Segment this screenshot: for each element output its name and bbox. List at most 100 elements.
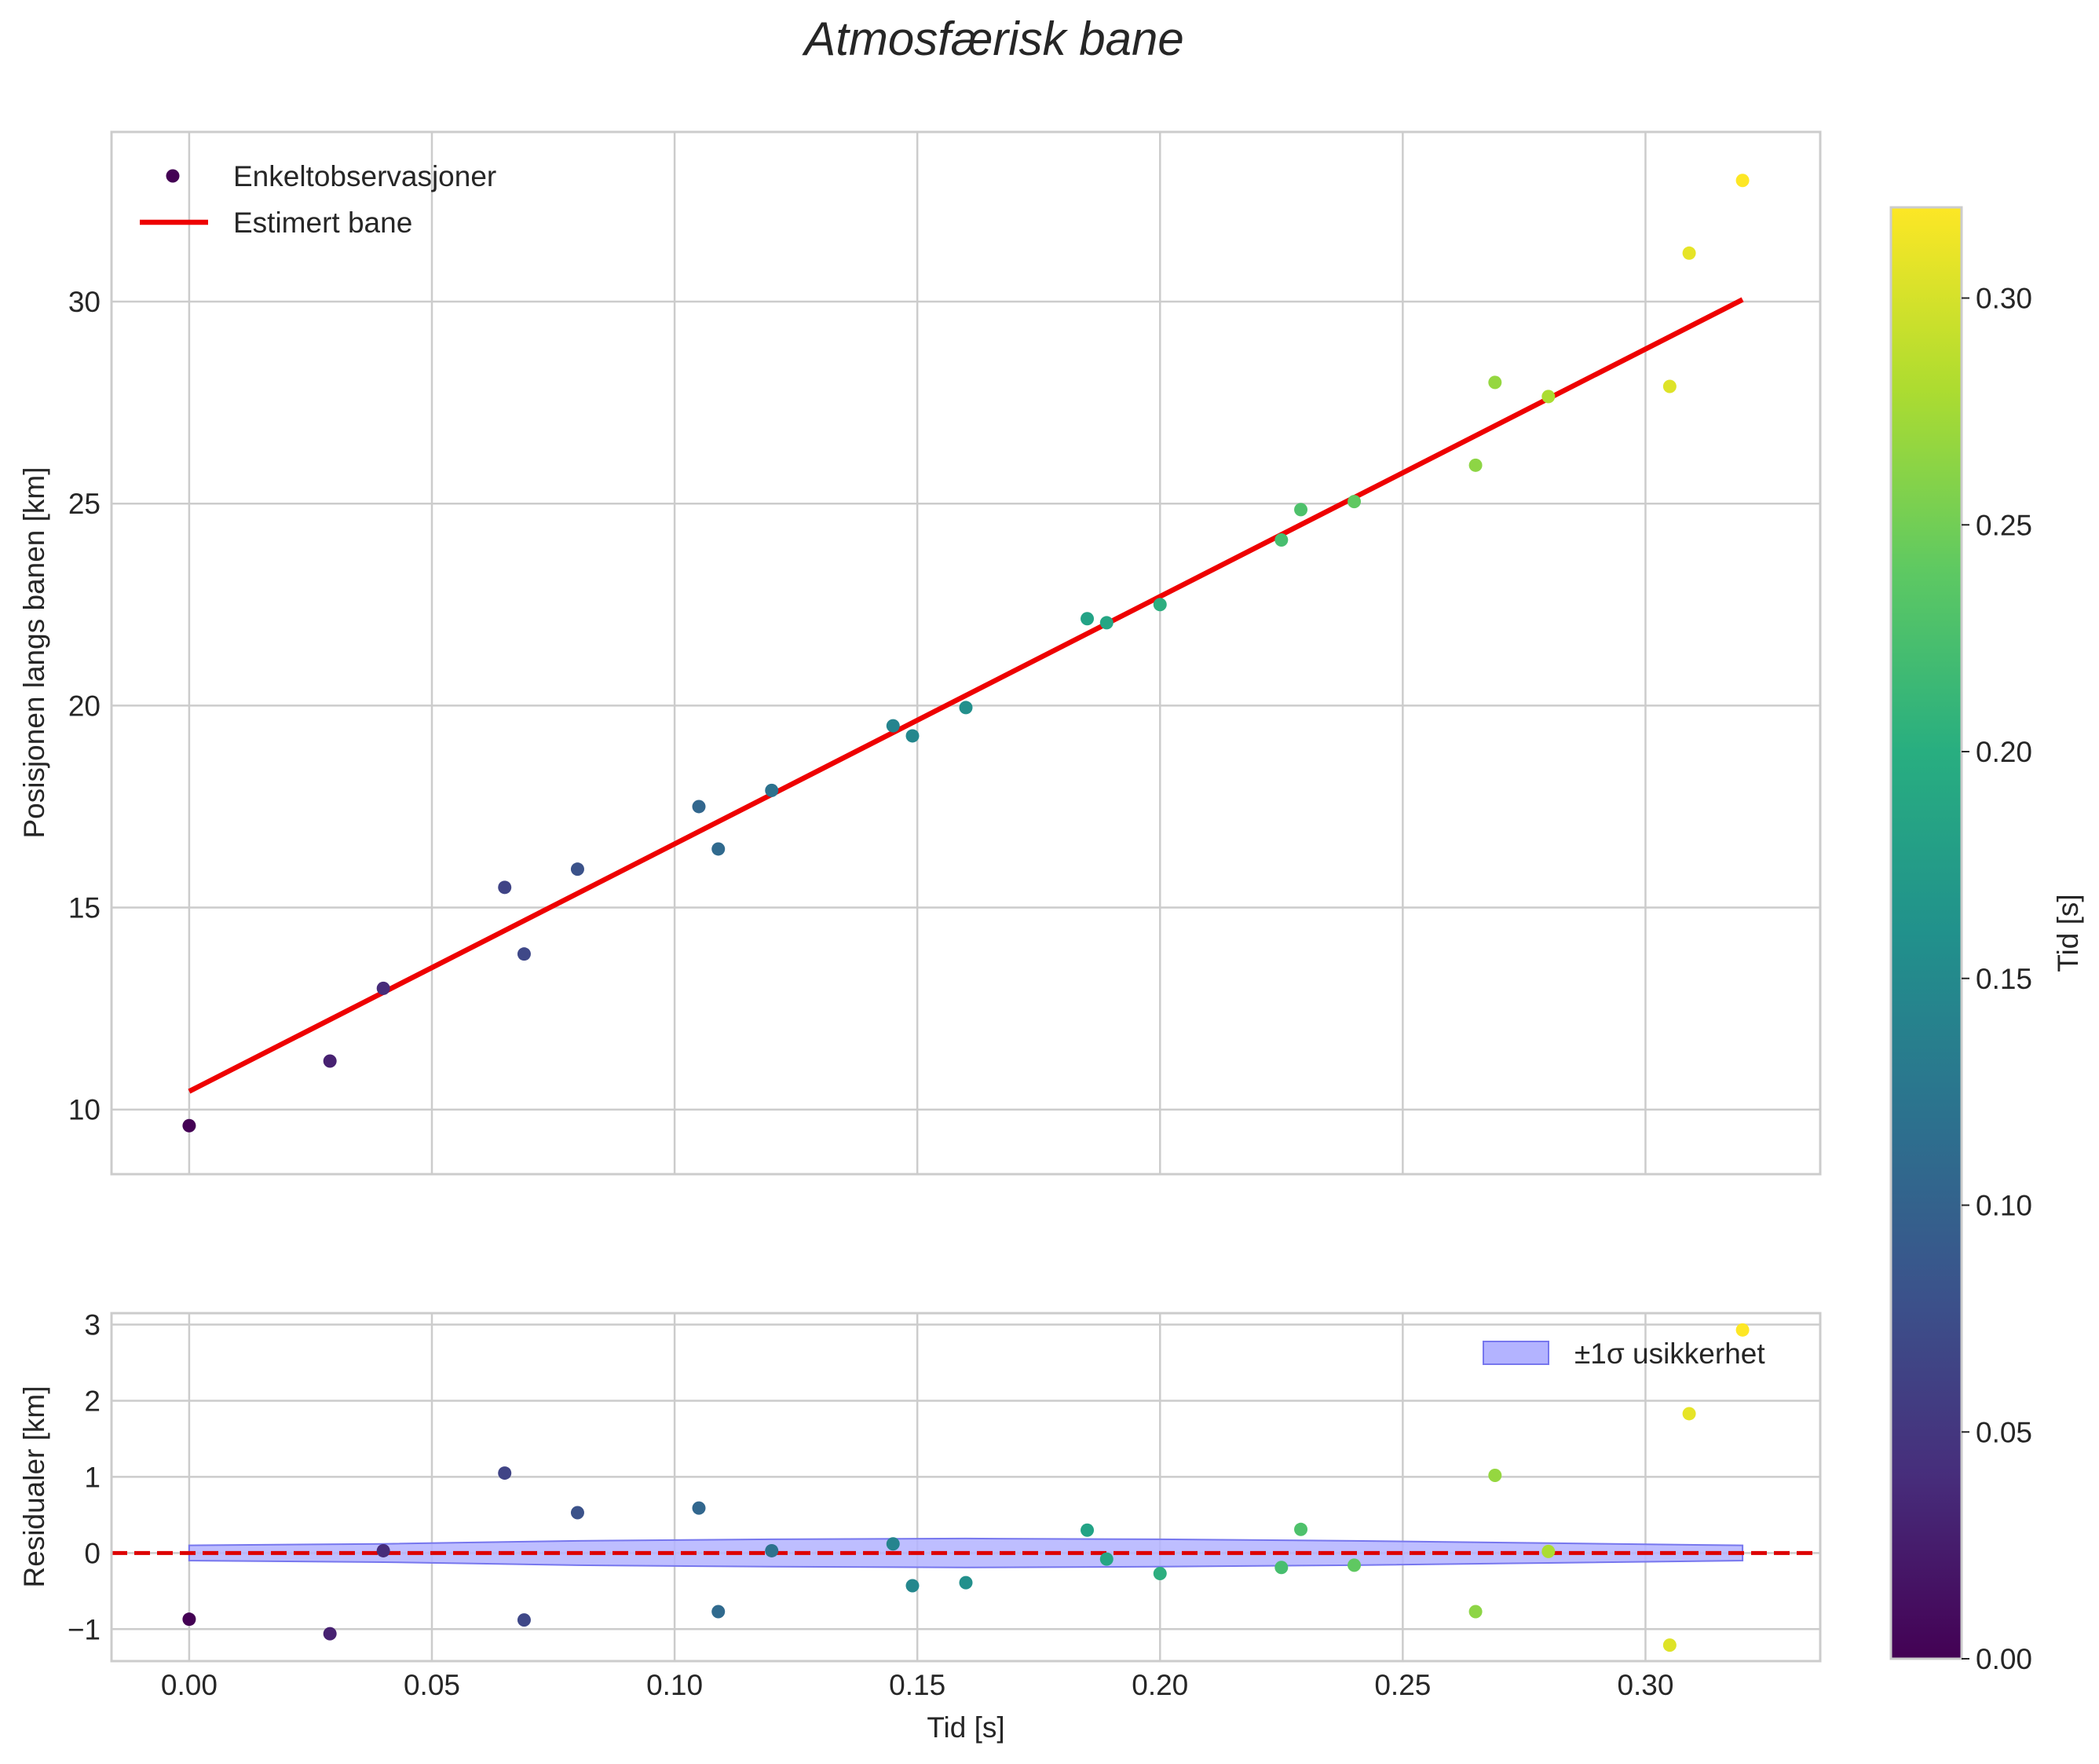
x-tick-label: 0.20 [1132, 1669, 1188, 1701]
main-plot-frame [110, 130, 1822, 1176]
residual-panel: −1 0 1 2 3 0.00 0.05 0.10 0.15 0.20 0.25 0.30 Resi… [18, 1309, 1822, 1744]
x-tick-labels: 0.00 0.05 0.10 0.15 0.20 0.25 0.30 [161, 1669, 1674, 1701]
observation-point [1294, 503, 1308, 517]
observation-point [323, 1054, 337, 1068]
main-y-tick-label: 30 [68, 286, 101, 318]
observation-point [886, 719, 900, 733]
observation-point [1541, 390, 1556, 404]
main-y-tick-label: 20 [68, 690, 101, 722]
legend-line-label: Estimert bane [233, 207, 412, 239]
residual-point [517, 1613, 531, 1627]
residual-point [1468, 1605, 1483, 1619]
residual-points [182, 1323, 1750, 1652]
observation-point [1081, 612, 1095, 626]
colorbar-tick-labels: 0.00 0.05 0.10 0.15 0.20 0.25 0.30 [1962, 283, 2032, 1675]
residual-point [959, 1576, 973, 1590]
residual-plot-frame [110, 1312, 1822, 1663]
main-y-tick-labels: 10 15 20 25 30 [68, 286, 101, 1126]
colorbar-tick-label: 0.15 [1976, 963, 2032, 995]
residual-y-tick-label: 3 [84, 1309, 101, 1341]
residual-point [323, 1627, 337, 1641]
colorbar: 0.00 0.05 0.10 0.15 0.20 0.25 0.30 Tid [s] [1889, 206, 2084, 1675]
residual-point [376, 1543, 390, 1557]
residual-point [1348, 1558, 1362, 1572]
main-panel: 10 15 20 25 30 Posisjonen langs banen [km] E… [18, 130, 1822, 1176]
residual-y-tick-label: −1 [68, 1613, 101, 1645]
residual-y-tick-label: 0 [84, 1537, 101, 1569]
colorbar-tick-label: 0.05 [1976, 1416, 2032, 1448]
residual-gridlines [112, 1313, 1820, 1661]
residual-point [1488, 1468, 1502, 1482]
observation-point [1099, 616, 1113, 630]
observation-point [1735, 174, 1750, 188]
main-y-axis-label: Posisjonen langs banen [km] [18, 467, 50, 838]
x-tick-label: 0.10 [646, 1669, 703, 1701]
main-y-tick-label: 25 [68, 488, 101, 520]
residual-point [1081, 1523, 1095, 1537]
residual-point [1099, 1552, 1113, 1566]
residual-point [498, 1466, 512, 1480]
main-gridlines [112, 132, 1820, 1174]
residual-point [1682, 1407, 1696, 1421]
residual-point [1294, 1522, 1308, 1536]
residual-y-tick-label: 2 [84, 1385, 101, 1417]
residual-point [765, 1543, 779, 1557]
residual-point [692, 1501, 706, 1515]
colorbar-tick-label: 0.30 [1976, 283, 2032, 315]
observation-point [1662, 379, 1677, 393]
observation-point [711, 842, 726, 856]
legend-band-swatch [1483, 1341, 1549, 1365]
main-legend: Enkeltobservasjoner Estimert bane [140, 160, 496, 239]
colorbar-tick-label: 0.20 [1976, 736, 2032, 768]
observation-points [182, 174, 1750, 1133]
residual-point [711, 1605, 726, 1619]
residual-point [905, 1579, 920, 1593]
residual-point [1274, 1561, 1289, 1575]
observation-point [376, 981, 390, 995]
x-tick-label: 0.25 [1374, 1669, 1431, 1701]
colorbar-tick-label: 0.25 [1976, 509, 2032, 541]
residual-point [886, 1537, 900, 1551]
observation-point [1488, 375, 1502, 390]
residual-y-tick-labels: −1 0 1 2 3 [68, 1309, 101, 1646]
residual-legend: ±1σ usikkerhet [1483, 1338, 1765, 1370]
observation-point [1468, 458, 1483, 472]
x-tick-label: 0.30 [1617, 1669, 1673, 1701]
residual-point [570, 1506, 584, 1520]
residual-point [1662, 1638, 1677, 1652]
residual-point [1541, 1544, 1556, 1558]
main-y-tick-label: 10 [68, 1094, 101, 1126]
x-tick-label: 0.00 [161, 1669, 218, 1701]
x-tick-label: 0.05 [404, 1669, 460, 1701]
colorbar-tick-label: 0.00 [1976, 1643, 2032, 1675]
x-axis-label: Tid [s] [927, 1711, 1004, 1744]
residual-point [1735, 1323, 1750, 1337]
residual-point [1153, 1567, 1167, 1581]
legend-scatter-marker [166, 169, 180, 183]
observation-point [959, 701, 973, 715]
residual-y-tick-label: 1 [84, 1461, 101, 1493]
observation-point [570, 862, 584, 877]
observation-point [1682, 246, 1696, 260]
x-tick-label: 0.15 [889, 1669, 945, 1701]
observation-point [498, 880, 512, 895]
observation-point [692, 800, 706, 814]
chart-title: Atmosfærisk bane [802, 13, 1184, 65]
colorbar-tick-label: 0.10 [1976, 1190, 2032, 1222]
observation-point [1348, 495, 1362, 509]
legend-band-label: ±1σ usikkerhet [1574, 1338, 1765, 1370]
legend-scatter-label: Enkeltobservasjoner [233, 160, 496, 192]
estimated-trajectory-line [188, 297, 1744, 1094]
observation-point [1274, 532, 1289, 547]
observation-point [905, 729, 920, 743]
colorbar-gradient [1889, 206, 1963, 1660]
observation-point [517, 947, 531, 961]
residual-point [182, 1612, 196, 1627]
observation-point [1153, 598, 1167, 612]
main-y-tick-label: 15 [68, 892, 101, 924]
observation-point [182, 1118, 196, 1133]
observation-point [765, 783, 779, 797]
residual-y-axis-label: Residualer [km] [18, 1385, 50, 1587]
colorbar-label: Tid [s] [2052, 894, 2084, 972]
